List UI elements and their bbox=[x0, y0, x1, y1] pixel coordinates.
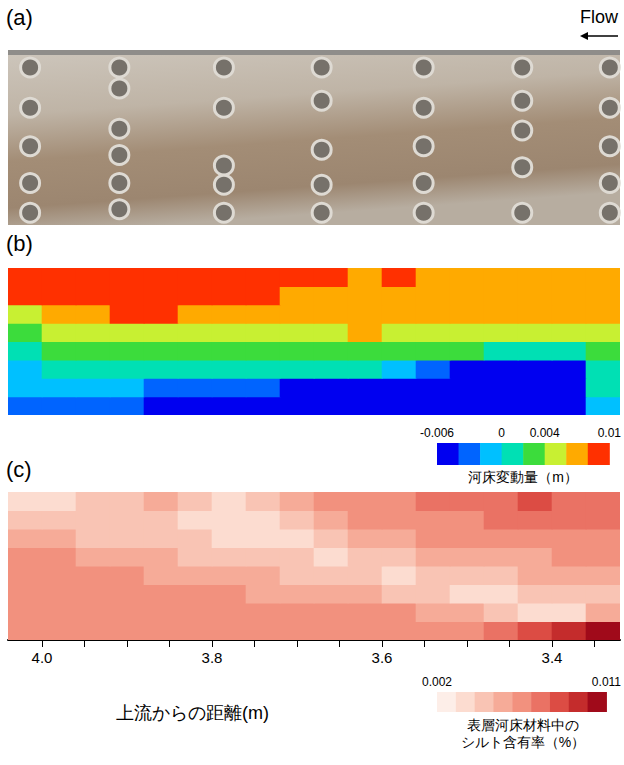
svg-text:-0.006: -0.006 bbox=[420, 426, 454, 440]
svg-text:0.011: 0.011 bbox=[592, 675, 621, 689]
svg-text:Flow: Flow bbox=[580, 7, 619, 27]
svg-text:(a): (a) bbox=[6, 5, 33, 30]
svg-text:4.0: 4.0 bbox=[32, 649, 53, 666]
svg-text:0: 0 bbox=[498, 426, 505, 440]
svg-text:3.6: 3.6 bbox=[372, 649, 393, 666]
svg-text:0.004: 0.004 bbox=[530, 426, 560, 440]
svg-text:シルト含有率（%）: シルト含有率（%） bbox=[461, 734, 585, 750]
svg-text:表層河床材料中の: 表層河床材料中の bbox=[467, 717, 579, 733]
svg-text:河床変動量（m）: 河床変動量（m） bbox=[468, 469, 578, 485]
svg-text:(b): (b) bbox=[6, 231, 33, 256]
svg-text:(c): (c) bbox=[6, 457, 32, 482]
svg-text:上流からの距離(m): 上流からの距離(m) bbox=[116, 703, 269, 723]
svg-text:3.4: 3.4 bbox=[542, 649, 563, 666]
svg-text:0.01: 0.01 bbox=[598, 426, 622, 440]
svg-text:0.002: 0.002 bbox=[422, 675, 452, 689]
svg-text:3.8: 3.8 bbox=[202, 649, 223, 666]
